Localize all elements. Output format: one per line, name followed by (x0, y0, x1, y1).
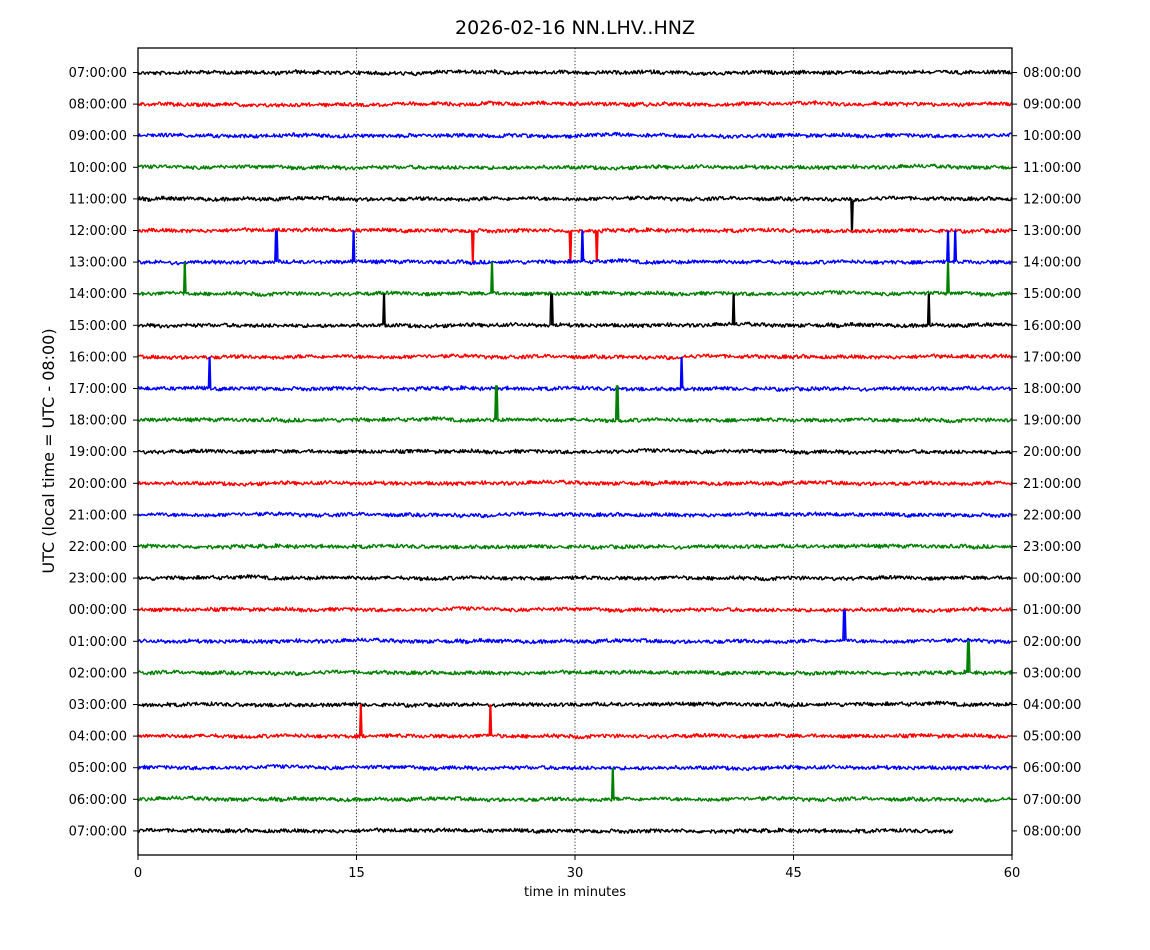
trace-row-8 (137, 293, 1013, 329)
y-tick-label-right: 21:00:00 (1023, 477, 1081, 492)
trace-row-5 (138, 227, 1013, 263)
trace-row-7 (137, 262, 1013, 297)
y-tick-label-right: 23:00:00 (1023, 540, 1081, 555)
y-tick-label-right: 05:00:00 (1023, 730, 1081, 745)
x-tick-label: 45 (785, 866, 802, 881)
y-tick-label-right: 06:00:00 (1023, 761, 1081, 776)
y-tick-label-left: 07:00:00 (69, 66, 127, 81)
y-tick-label-left: 18:00:00 (69, 414, 127, 429)
trace-row-19 (137, 641, 1013, 677)
x-axis-label: time in minutes (524, 885, 626, 900)
trace-row-1 (137, 100, 1013, 108)
y-tick-label-left: 10:00:00 (69, 161, 127, 176)
x-tick-label: 60 (1004, 866, 1021, 881)
y-tick-label-left: 07:00:00 (69, 824, 127, 839)
y-tick-label-right: 13:00:00 (1023, 224, 1081, 239)
trace-row-22 (137, 764, 1013, 772)
y-tick-label-left: 22:00:00 (69, 540, 127, 555)
y-tick-label-left: 01:00:00 (69, 635, 127, 650)
y-tick-label-left: 19:00:00 (69, 445, 127, 460)
y-tick-label-right: 07:00:00 (1023, 793, 1081, 808)
y-tick-label-left: 21:00:00 (69, 508, 127, 523)
x-tick-label: 0 (134, 866, 142, 881)
y-tick-label-left: 20:00:00 (69, 477, 127, 492)
x-ticks: 0 15 30 45 60 (134, 855, 1020, 881)
trace-row-4 (137, 195, 1013, 231)
trace-row-17 (137, 606, 1013, 614)
y-tick-label-right: 16:00:00 (1023, 319, 1081, 334)
trace-row-0 (137, 69, 1013, 77)
trace-row-14 (137, 511, 1013, 519)
y-tick-label-right: 03:00:00 (1023, 666, 1081, 681)
trace-row-24 (137, 827, 954, 835)
trace-row-18 (137, 609, 1012, 645)
y-tick-label-right: 04:00:00 (1023, 698, 1081, 713)
y-tick-label-left: 13:00:00 (69, 256, 127, 271)
y-tick-label-left: 05:00:00 (69, 761, 127, 776)
y-tick-label-right: 19:00:00 (1023, 414, 1081, 429)
trace-row-10 (137, 356, 1012, 392)
y-tick-label-left: 23:00:00 (69, 572, 127, 587)
y-tick-label-left: 11:00:00 (69, 192, 127, 207)
y-tick-label-right: 18:00:00 (1023, 382, 1081, 397)
y-tick-label-left: 15:00:00 (69, 319, 127, 334)
y-tick-label-left: 08:00:00 (69, 98, 127, 113)
y-tick-label-left: 17:00:00 (69, 382, 127, 397)
trace-row-12 (137, 448, 1013, 455)
trace-row-3 (137, 163, 1013, 171)
trace-row-9 (138, 353, 1013, 361)
trace-row-6 (137, 230, 1013, 266)
y-tick-label-right: 11:00:00 (1023, 161, 1081, 176)
y-tick-label-left: 12:00:00 (69, 224, 127, 239)
y-tick-label-right: 09:00:00 (1023, 98, 1081, 113)
trace-lines (137, 69, 1013, 835)
x-tick-label: 15 (348, 866, 365, 881)
y-tick-label-left: 09:00:00 (69, 129, 127, 144)
y-tick-label-right: 17:00:00 (1023, 350, 1081, 365)
y-tick-label-right: 15:00:00 (1023, 287, 1081, 302)
y-tick-label-left: 16:00:00 (69, 350, 127, 365)
y-tick-label-right: 08:00:00 (1023, 824, 1081, 839)
y-tick-label-left: 03:00:00 (69, 698, 127, 713)
trace-row-21 (137, 704, 1012, 740)
x-tick-label: 30 (567, 866, 584, 881)
y-tick-label-left: 06:00:00 (69, 793, 127, 808)
chart-title: 2026-02-16 NN.LHV..HNZ (455, 17, 695, 39)
trace-row-13 (137, 479, 1013, 487)
trace-row-16 (137, 574, 1012, 582)
y-tick-label-right: 08:00:00 (1023, 66, 1081, 81)
y-tick-label-right: 20:00:00 (1023, 445, 1081, 460)
y-tick-label-left: 04:00:00 (69, 730, 127, 745)
trace-row-2 (137, 131, 1013, 140)
y-tick-label-left: 02:00:00 (69, 666, 127, 681)
trace-row-20 (137, 700, 1013, 708)
y-axis-label: UTC (local time = UTC - 08:00) (39, 328, 58, 573)
trace-row-15 (137, 543, 1013, 550)
y-tick-label-right: 02:00:00 (1023, 635, 1081, 650)
y-ticks: 07:00:00 08:00:00 08:00:00 09:00:00 09:00:00… (69, 66, 1082, 839)
y-tick-label-right: 10:00:00 (1023, 129, 1081, 144)
y-tick-label-left: 00:00:00 (69, 603, 127, 618)
y-tick-label-right: 12:00:00 (1023, 192, 1081, 207)
trace-row-11 (137, 385, 1012, 424)
y-tick-label-left: 14:00:00 (69, 287, 127, 302)
y-tick-label-right: 00:00:00 (1023, 572, 1081, 587)
trace-row-23 (137, 767, 1013, 803)
y-tick-label-right: 01:00:00 (1023, 603, 1081, 618)
y-tick-label-right: 14:00:00 (1023, 256, 1081, 271)
y-tick-label-right: 22:00:00 (1023, 508, 1081, 523)
